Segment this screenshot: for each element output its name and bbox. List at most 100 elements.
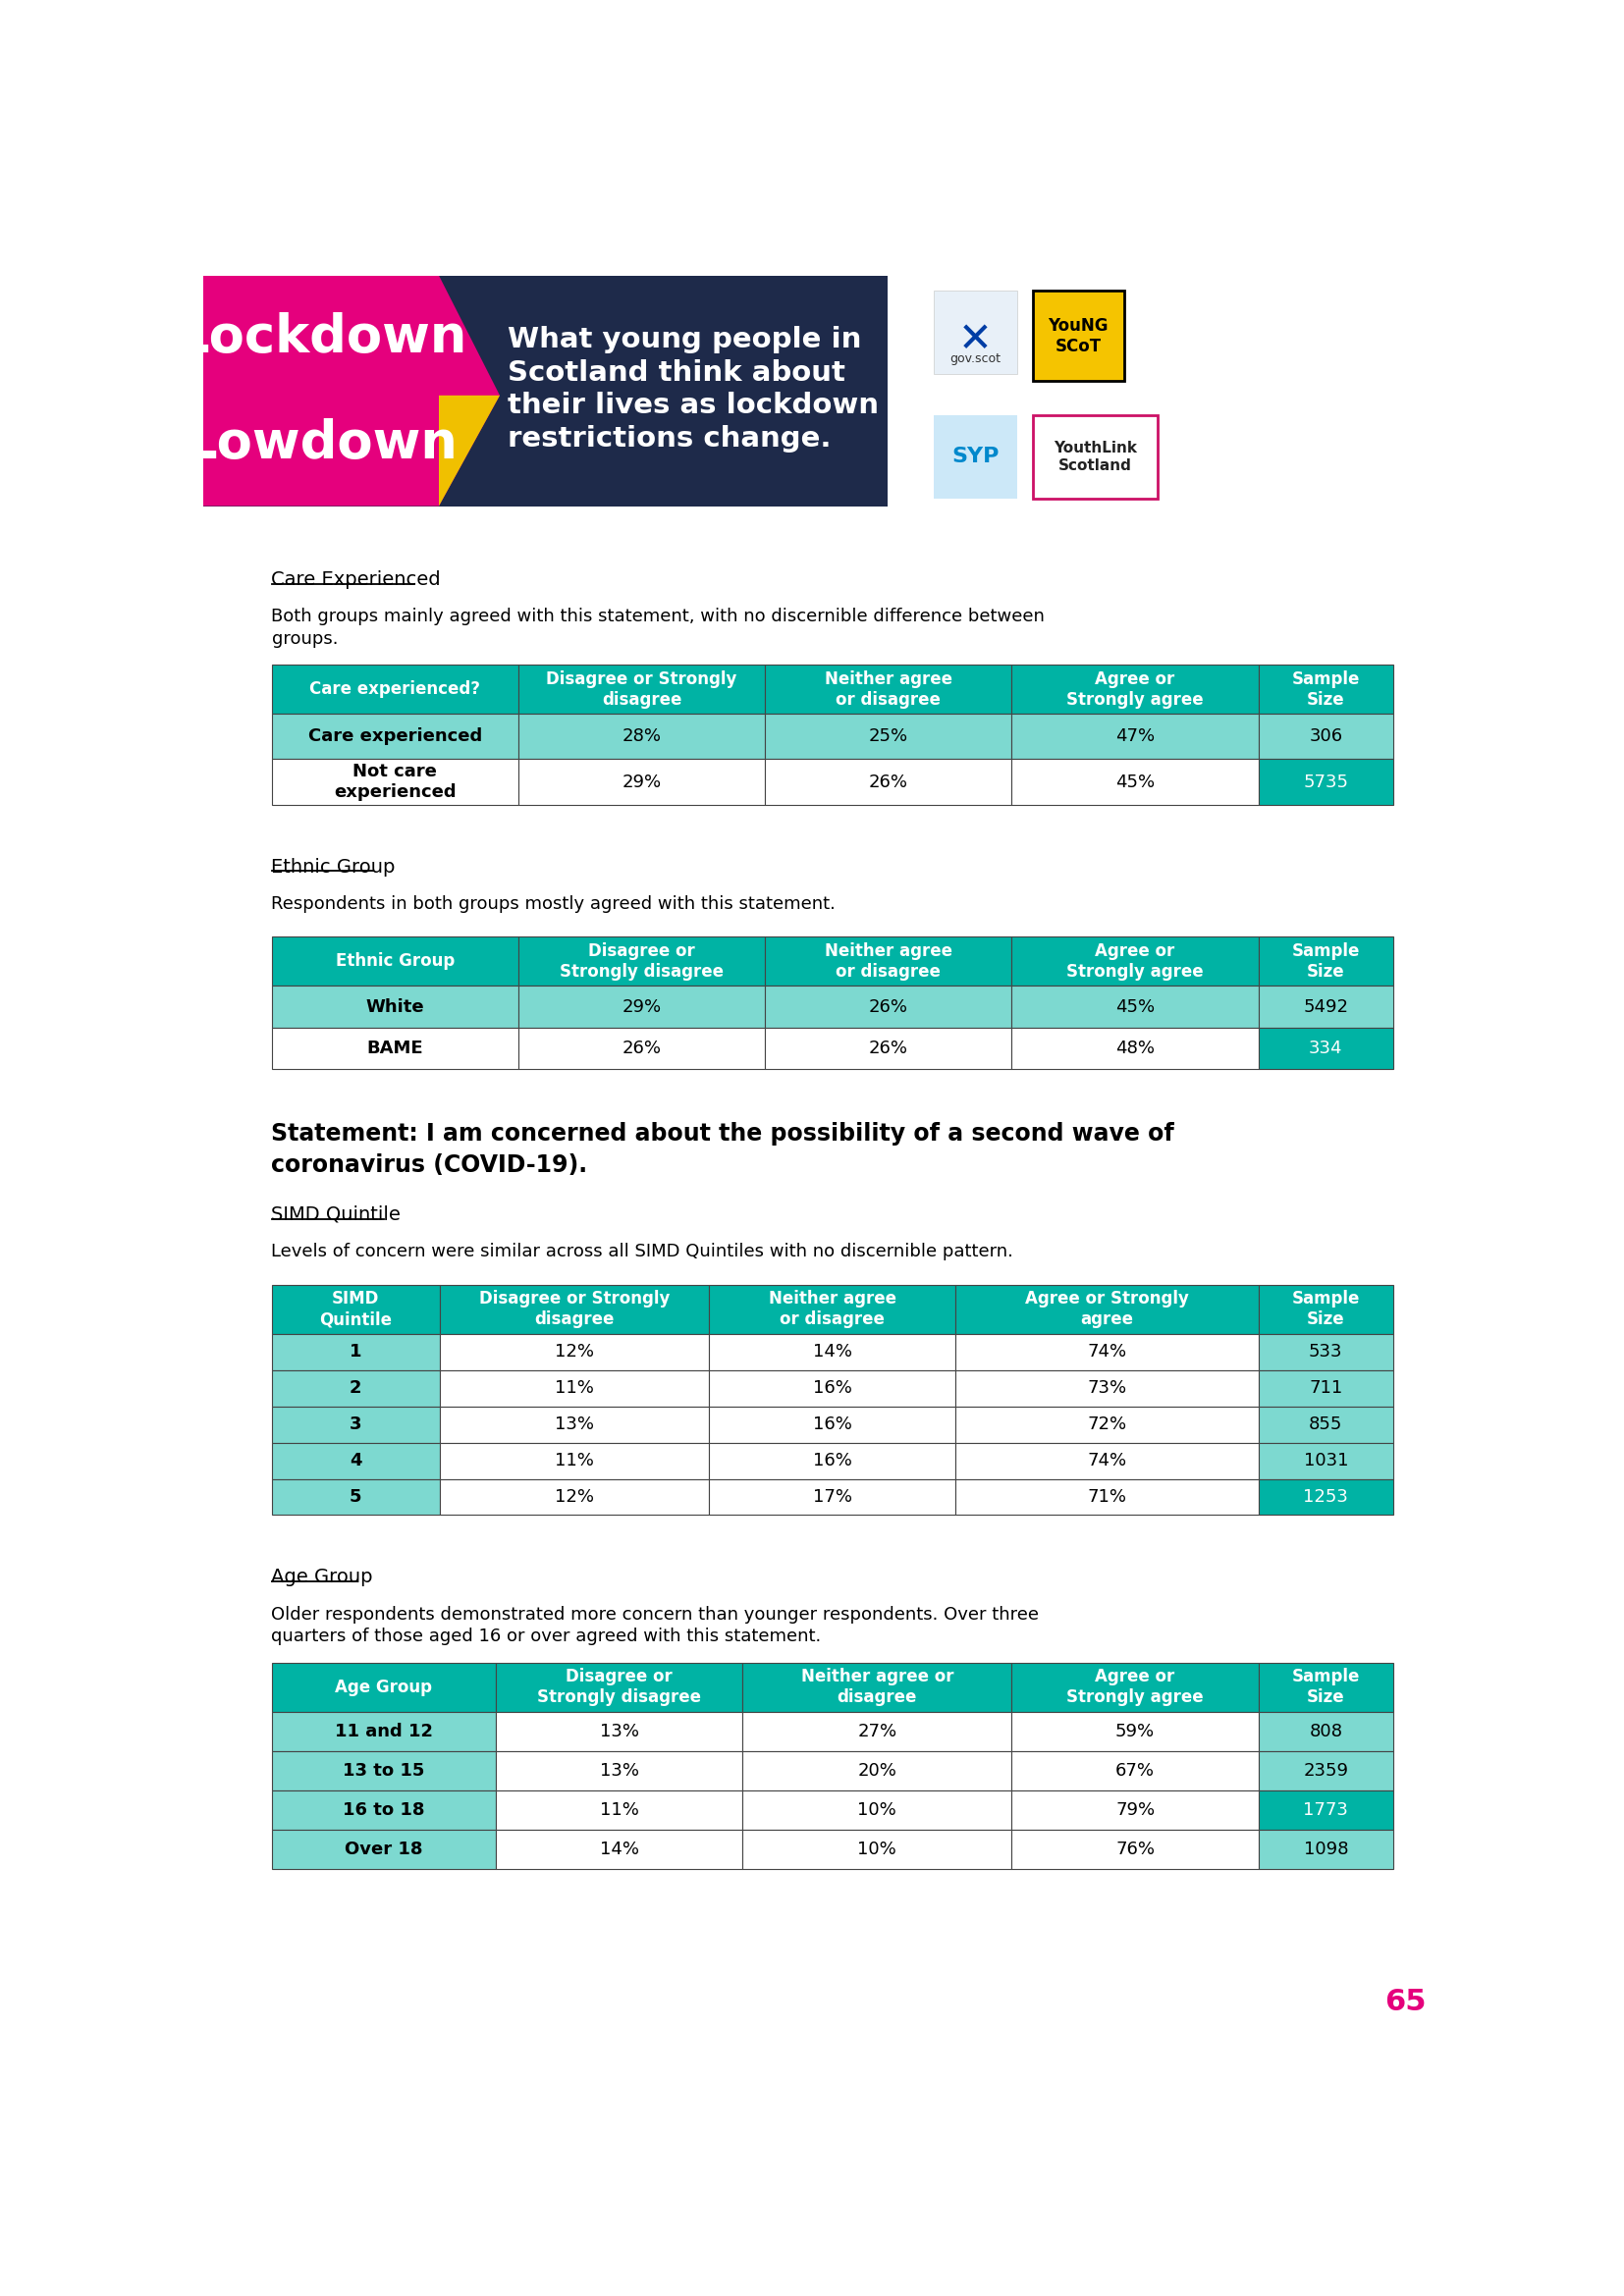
- Text: White: White: [365, 999, 424, 1015]
- FancyBboxPatch shape: [934, 416, 1017, 498]
- FancyBboxPatch shape: [271, 1283, 440, 1334]
- Text: 16%: 16%: [812, 1380, 853, 1396]
- Text: 12%: 12%: [555, 1343, 594, 1362]
- FancyBboxPatch shape: [518, 666, 765, 714]
- Text: 72%: 72%: [1088, 1417, 1127, 1433]
- Text: 16 to 18: 16 to 18: [343, 1800, 424, 1818]
- Text: ✕: ✕: [958, 319, 992, 360]
- FancyBboxPatch shape: [955, 1334, 1259, 1371]
- Text: 27%: 27%: [857, 1722, 896, 1740]
- FancyBboxPatch shape: [271, 1334, 440, 1371]
- Text: Neither agree
or disagree: Neither agree or disagree: [825, 670, 952, 709]
- FancyBboxPatch shape: [271, 1405, 440, 1442]
- FancyBboxPatch shape: [1259, 1334, 1393, 1371]
- Text: 855: 855: [1309, 1417, 1343, 1433]
- Text: 16%: 16%: [812, 1451, 853, 1469]
- FancyBboxPatch shape: [271, 985, 518, 1029]
- Text: 26%: 26%: [869, 999, 908, 1015]
- FancyBboxPatch shape: [934, 292, 1017, 374]
- FancyBboxPatch shape: [765, 666, 1012, 714]
- Text: Sample
Size: Sample Size: [1291, 941, 1359, 980]
- Text: 1031: 1031: [1304, 1451, 1348, 1469]
- FancyBboxPatch shape: [440, 1371, 710, 1405]
- Text: 12%: 12%: [555, 1488, 594, 1506]
- FancyBboxPatch shape: [888, 276, 1462, 505]
- Text: Disagree or Strongly
disagree: Disagree or Strongly disagree: [479, 1290, 669, 1327]
- FancyBboxPatch shape: [495, 1830, 742, 1869]
- FancyBboxPatch shape: [271, 1791, 495, 1830]
- FancyBboxPatch shape: [710, 1479, 955, 1515]
- FancyBboxPatch shape: [1012, 760, 1259, 804]
- FancyBboxPatch shape: [203, 276, 888, 505]
- Text: 29%: 29%: [622, 774, 661, 790]
- FancyBboxPatch shape: [495, 1662, 742, 1711]
- FancyBboxPatch shape: [765, 1029, 1012, 1070]
- Text: Agree or
Strongly agree: Agree or Strongly agree: [1067, 1667, 1203, 1706]
- FancyBboxPatch shape: [742, 1752, 1012, 1791]
- FancyBboxPatch shape: [1259, 1662, 1393, 1711]
- Text: 14%: 14%: [599, 1841, 638, 1857]
- FancyBboxPatch shape: [1033, 416, 1158, 498]
- FancyBboxPatch shape: [440, 1405, 710, 1442]
- Text: Neither agree or
disagree: Neither agree or disagree: [801, 1667, 953, 1706]
- FancyBboxPatch shape: [1259, 1752, 1393, 1791]
- Text: Care Experienced: Care Experienced: [271, 569, 442, 590]
- FancyBboxPatch shape: [271, 1442, 440, 1479]
- FancyBboxPatch shape: [495, 1791, 742, 1830]
- Text: 3: 3: [349, 1417, 362, 1433]
- Text: 4: 4: [349, 1451, 362, 1469]
- FancyBboxPatch shape: [271, 937, 518, 985]
- Text: Not care
experienced: Not care experienced: [333, 762, 456, 801]
- Polygon shape: [438, 395, 500, 505]
- FancyBboxPatch shape: [1012, 937, 1259, 985]
- Text: 11 and 12: 11 and 12: [335, 1722, 432, 1740]
- FancyBboxPatch shape: [440, 1334, 710, 1371]
- FancyBboxPatch shape: [742, 1791, 1012, 1830]
- FancyBboxPatch shape: [710, 1442, 955, 1479]
- Text: Ethnic Group: Ethnic Group: [271, 856, 396, 877]
- FancyBboxPatch shape: [742, 1662, 1012, 1711]
- Text: 5492: 5492: [1302, 999, 1348, 1015]
- Text: 711: 711: [1309, 1380, 1343, 1396]
- FancyBboxPatch shape: [518, 937, 765, 985]
- Text: Ethnic Group: Ethnic Group: [335, 953, 455, 971]
- Text: 2: 2: [349, 1380, 362, 1396]
- Text: 10%: 10%: [857, 1800, 896, 1818]
- Text: 1: 1: [349, 1343, 362, 1362]
- Text: 13%: 13%: [599, 1761, 638, 1779]
- FancyBboxPatch shape: [1259, 1371, 1393, 1405]
- Text: 67%: 67%: [1116, 1761, 1155, 1779]
- FancyBboxPatch shape: [1012, 1752, 1259, 1791]
- Text: Age Group: Age Group: [271, 1568, 374, 1587]
- Text: 76%: 76%: [1116, 1841, 1155, 1857]
- Text: Lowdown: Lowdown: [184, 418, 458, 468]
- FancyBboxPatch shape: [710, 1371, 955, 1405]
- Text: BAME: BAME: [367, 1040, 424, 1056]
- Text: Sample
Size: Sample Size: [1291, 1290, 1359, 1327]
- Text: SYP: SYP: [952, 448, 999, 466]
- Text: 65: 65: [1384, 1988, 1426, 2016]
- FancyBboxPatch shape: [1259, 714, 1393, 760]
- FancyBboxPatch shape: [518, 714, 765, 760]
- Text: 29%: 29%: [622, 999, 661, 1015]
- FancyBboxPatch shape: [1259, 1283, 1393, 1334]
- Text: YouthLink
Scotland: YouthLink Scotland: [1054, 441, 1137, 473]
- Text: Agree or
Strongly agree: Agree or Strongly agree: [1067, 670, 1203, 709]
- FancyBboxPatch shape: [271, 760, 518, 804]
- FancyBboxPatch shape: [742, 1711, 1012, 1752]
- FancyBboxPatch shape: [1012, 1830, 1259, 1869]
- FancyBboxPatch shape: [1012, 714, 1259, 760]
- FancyBboxPatch shape: [1012, 1711, 1259, 1752]
- Text: 14%: 14%: [812, 1343, 853, 1362]
- FancyBboxPatch shape: [765, 985, 1012, 1029]
- Text: Over 18: Over 18: [344, 1841, 422, 1857]
- FancyBboxPatch shape: [271, 666, 518, 714]
- Polygon shape: [203, 276, 500, 505]
- FancyBboxPatch shape: [1012, 1662, 1259, 1711]
- FancyBboxPatch shape: [1012, 1029, 1259, 1070]
- FancyBboxPatch shape: [955, 1283, 1259, 1334]
- FancyBboxPatch shape: [271, 1479, 440, 1515]
- FancyBboxPatch shape: [765, 714, 1012, 760]
- Text: 45%: 45%: [1116, 999, 1155, 1015]
- Text: 25%: 25%: [869, 728, 908, 746]
